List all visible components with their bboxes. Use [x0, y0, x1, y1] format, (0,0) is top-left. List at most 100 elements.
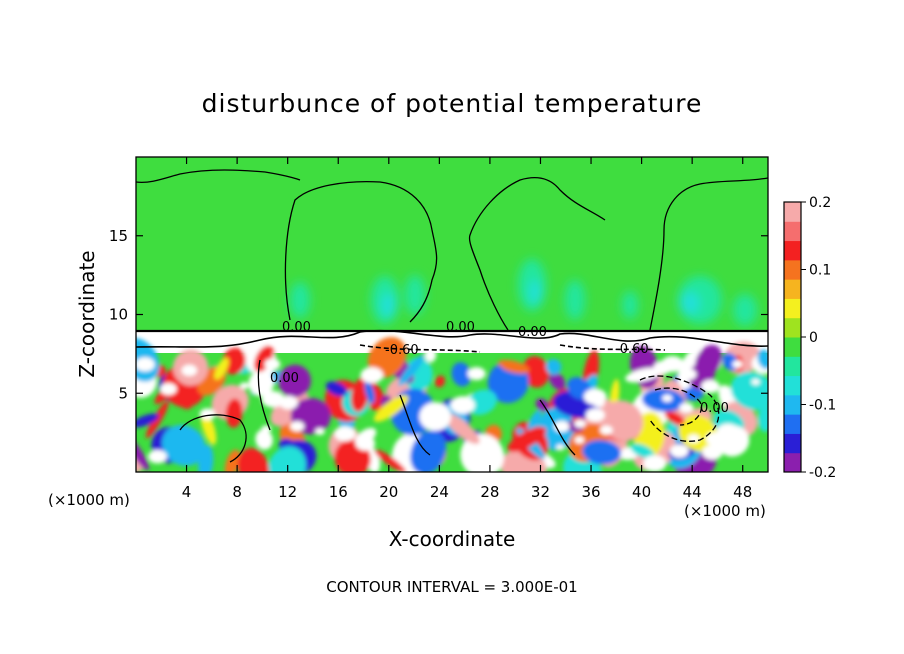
x-tick-label: 12: [278, 483, 297, 501]
turbulence-blob: [221, 347, 246, 375]
contour-lines: [136, 169, 768, 463]
turbulence-core: [574, 419, 586, 428]
turbulence-core: [355, 436, 376, 451]
turbulence-blob: [224, 449, 240, 472]
turbulence-core: [716, 423, 740, 440]
turbulence-blob: [364, 380, 375, 404]
colorbar-swatch: [784, 414, 801, 434]
x-tick-label: 28: [480, 483, 499, 501]
colorbar-tick-label: -0.2: [809, 465, 836, 481]
turbulence-blob: [630, 443, 655, 459]
turbulence-core: [488, 457, 497, 464]
x-axis-label: X-coordinate: [389, 527, 516, 551]
turbulence-core: [701, 379, 720, 393]
turbulence-core: [593, 399, 605, 408]
turbulence-blob: [497, 359, 530, 374]
colorbar: 0.2 0.1 0 -0.1 -0.2: [783, 195, 836, 481]
turbulence-blob: [582, 439, 621, 465]
y-tick-label: 15: [109, 227, 128, 245]
turbulence-core: [360, 367, 384, 384]
turbulence-blob: [398, 354, 425, 386]
turbulence-core: [732, 360, 743, 369]
contour-interval-note: CONTOUR INTERVAL = 3.000E-01: [326, 578, 577, 596]
turbulence-blob: [545, 358, 562, 375]
x-tick-label: 8: [232, 483, 242, 501]
plot-area: [136, 157, 768, 472]
upper-anomalies: [290, 259, 757, 326]
turbulence-core: [662, 394, 673, 402]
colorbar-tick-label: -0.1: [809, 398, 836, 414]
colorbar-swatch: [784, 375, 801, 396]
colorbar-swatch: [784, 337, 801, 357]
turbulence-blob: [527, 409, 542, 434]
turbulence-field: [136, 337, 768, 472]
colorbar-swatch: [784, 202, 801, 222]
turbulence-blob: [625, 367, 662, 383]
turbulence-core: [136, 357, 155, 372]
colorbar-swatch: [784, 452, 801, 473]
x-axis: 4 8 12 16 20 24 28 32 36 40 44 48: [182, 157, 752, 501]
turbulence-blob: [145, 400, 169, 439]
turbulence-core: [148, 449, 167, 464]
colorbar-tick-label: 0.1: [809, 263, 831, 279]
x-tick-label: 4: [182, 483, 192, 501]
x-tick-label: 36: [581, 483, 600, 501]
turbulence-blob: [248, 370, 274, 397]
turbulence-blob: [444, 413, 480, 445]
y-tick-label: 10: [109, 306, 128, 324]
turbulence-blob: [466, 389, 497, 415]
x-tick-label: 16: [329, 483, 348, 501]
colorbar-swatch: [784, 356, 801, 377]
turbulence-core: [467, 367, 486, 381]
turbulence-core: [585, 408, 605, 422]
x-tick-label: 44: [683, 483, 702, 501]
colorbar-swatch: [784, 259, 801, 280]
contour-label: 0.00: [700, 401, 729, 416]
x-tick-label: 32: [531, 483, 550, 501]
turbulence-blob: [419, 402, 452, 431]
turbulence-core: [679, 402, 694, 413]
chart-title: disturbunce of potential temperature: [202, 89, 703, 118]
turbulence-core: [751, 378, 760, 385]
x-tick-label: 24: [430, 483, 449, 501]
turbulence-blob: [758, 404, 768, 432]
turbulence-blob: [214, 357, 229, 380]
x-unit-label-left: (×1000 m): [48, 491, 130, 509]
turbulence-blob: [730, 371, 768, 411]
turbulence-blob: [424, 347, 437, 363]
x-unit-label-right: (×1000 m): [684, 502, 766, 520]
turbulence-core: [702, 444, 723, 460]
turbulence-blob: [278, 364, 311, 398]
turbulence-core: [643, 455, 667, 472]
x-tick-label: 20: [379, 483, 398, 501]
upper-field: [136, 157, 768, 333]
turbulence-blob: [757, 349, 768, 370]
contour-label-group: 0.00 0.00 0.00 -0.60 -0.60 0.00 0.00: [270, 320, 729, 416]
y-tick-label: 5: [118, 384, 128, 402]
contour-label: -0.60: [615, 342, 649, 357]
turbulence-blob: [136, 435, 149, 471]
colorbar-tick-label: 0: [809, 330, 818, 346]
contour-label: -0.60: [385, 343, 419, 358]
turbulence-blob: [664, 410, 685, 425]
colorbar-swatch: [784, 317, 801, 338]
x-tick-label: 40: [632, 483, 651, 501]
turbulence-blob: [451, 362, 472, 387]
turbulence-blob: [460, 433, 505, 472]
colorbar-swatch: [784, 240, 801, 261]
turbulence-blob: [549, 371, 566, 390]
turbulence-blob: [507, 426, 547, 453]
turbulence-core: [653, 360, 673, 375]
colorbar-swatch: [784, 394, 801, 415]
turbulence-core: [574, 436, 585, 444]
contour-label: 0.00: [282, 320, 311, 335]
turbulence-core: [556, 444, 565, 451]
y-axis: 5 10 15: [109, 227, 768, 402]
turbulence-core: [669, 444, 689, 458]
contour-label: 0.00: [270, 371, 299, 386]
turbulence-blob: [325, 381, 348, 397]
turbulence-blob: [225, 398, 243, 428]
turbulence-core: [199, 408, 216, 420]
contour-label: 0.00: [446, 320, 475, 335]
turbulence-blob: [522, 356, 550, 388]
